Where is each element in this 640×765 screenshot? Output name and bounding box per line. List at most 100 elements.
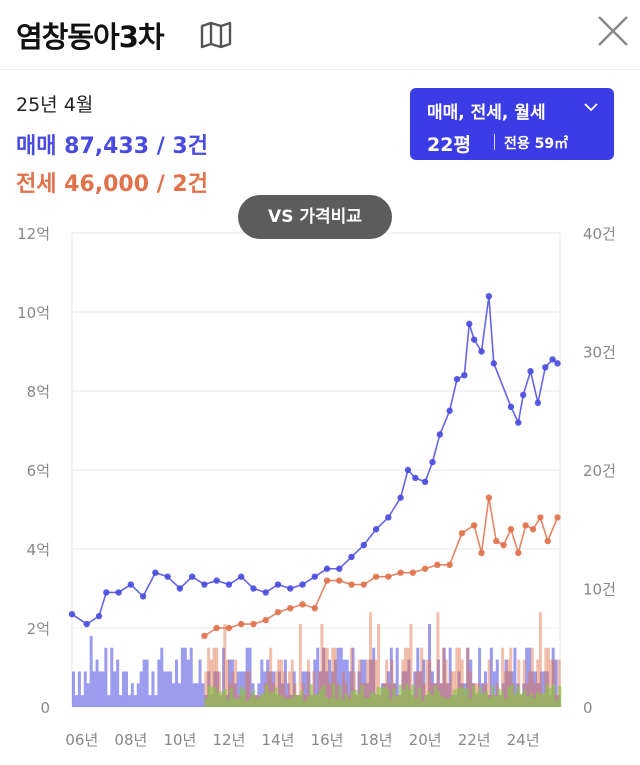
jeonse-volume-bar (552, 659, 556, 707)
jeonse-volume-bar (328, 683, 332, 707)
sale-volume-bar (154, 695, 158, 707)
sale-volume-bar (269, 671, 273, 707)
sale-volume-bar (395, 647, 399, 707)
jeonse-price-point (537, 514, 544, 521)
y-right-tick-label: 30건 (583, 344, 616, 362)
close-button[interactable] (596, 14, 630, 48)
jeonse-price-point (311, 605, 318, 612)
jeonse-volume-bar (374, 659, 378, 707)
rent-volume-bar (293, 694, 297, 707)
rent-volume-bar (328, 698, 332, 707)
sale-volume-bar (436, 659, 440, 707)
jeonse-price-point (500, 541, 507, 549)
rent-volume-bar (488, 697, 492, 707)
sale-volume-bar (236, 671, 240, 707)
map-icon[interactable] (200, 21, 232, 49)
jeonse-price-point (213, 624, 220, 632)
rent-volume-bar (421, 700, 425, 707)
sale-volume-bar (92, 671, 96, 707)
jeonse-volume-bar (441, 647, 445, 707)
x-tick-label: 14년 (262, 731, 295, 749)
sale-volume-bar (483, 671, 487, 707)
rent-volume-bar (465, 688, 469, 707)
sale-volume-bar (201, 683, 205, 707)
jeonse-volume-bar (536, 659, 540, 707)
vs-price-compare-button[interactable]: VS 가격비교 (238, 195, 392, 239)
sale-volume-bar (360, 659, 364, 707)
y-left-tick-label: 6억 (27, 462, 50, 480)
sale-price-point (453, 375, 461, 383)
sale-volume-bar (160, 647, 164, 707)
jeonse-volume-bar (217, 671, 221, 707)
sale-volume-bar (130, 683, 134, 707)
sale-price-point (250, 585, 257, 592)
rent-volume-bar (542, 692, 546, 707)
rent-volume-bar (418, 687, 422, 707)
rent-volume-bar (239, 686, 243, 707)
rent-volume-bar (478, 686, 482, 707)
price-chart[interactable]: 0 2억 4억 6억 8억 10억 12억 0 10건 20건 30건 40건 06년 08년 10년 12년… (0, 215, 640, 765)
jeonse-price-point (478, 549, 485, 557)
rent-volume-bar (296, 696, 300, 707)
sale-volume-bar (230, 659, 234, 707)
rent-volume-bar (236, 698, 240, 707)
jeonse-volume-bar (204, 671, 208, 707)
sale-volume-bar (304, 671, 308, 707)
y-right-tick-label: 0 (583, 699, 593, 717)
sale-price-point (507, 403, 515, 410)
jeonse-volume-bar (425, 659, 429, 707)
jeonse-volume-bar (530, 647, 534, 707)
sale-price-point (274, 581, 282, 588)
rent-volume-bar (507, 687, 511, 707)
sale-volume-bar (263, 671, 267, 707)
jeonse-volume-bar (385, 659, 389, 707)
rent-volume-bar (398, 684, 402, 707)
sale-volume-bar (169, 671, 173, 707)
sale-volume-bar (422, 659, 426, 707)
sale-volume-bar (163, 671, 167, 707)
jeonse-volume-bar (457, 647, 461, 707)
sale-volume-bar (328, 659, 332, 707)
x-tick-label: 08년 (114, 731, 147, 749)
pyeong-size-label: 22평 (427, 134, 471, 156)
rent-volume-bar (252, 690, 256, 707)
rent-volume-bar (249, 697, 253, 707)
rent-volume-bar (491, 686, 495, 707)
sale-volume-bar (413, 671, 417, 707)
rent-volume-bar (271, 691, 275, 707)
jeonse-volume-bar (522, 659, 526, 707)
rent-volume-bar (405, 683, 409, 707)
sale-volume-bar (478, 647, 482, 707)
sale-volume-bar (216, 671, 220, 707)
jeonse-volume-bar (420, 647, 424, 707)
jeonse-volume-bar (212, 647, 216, 707)
sale-volume-bar (307, 671, 311, 707)
rent-volume-bar (255, 698, 259, 707)
rent-volume-bar (555, 700, 559, 707)
sale-price-point (68, 610, 76, 618)
jeonse-volume-bar (547, 647, 551, 707)
rent-volume-bar (411, 684, 415, 707)
y-left-tick-label: 12억 (17, 225, 50, 243)
sale-volume-bar (389, 647, 393, 707)
sale-volume-bar (416, 647, 420, 707)
sale-price-point (554, 360, 561, 367)
sale-volume-bar (448, 647, 452, 707)
sale-price-point (176, 585, 184, 592)
rent-volume-bar (335, 699, 339, 707)
sale-price-point (421, 478, 429, 486)
y-right-tick-label: 20건 (583, 462, 616, 480)
sale-price-point (83, 620, 90, 628)
trade-type-filter-button[interactable]: 매매, 전세, 월세 22평 전용 59㎡ (410, 88, 614, 160)
sale-volume-bar (77, 671, 81, 707)
jeonse-volume-bar (244, 671, 248, 707)
jeonse-volume-bar (538, 612, 542, 707)
rent-volume-bar (516, 686, 520, 707)
x-tick-label: 22년 (458, 731, 491, 749)
jeonse-volume-bar (234, 659, 238, 707)
jeonse-volume-bar (317, 671, 321, 707)
y-left-tick-label: 4억 (27, 541, 50, 559)
sale-price-point (385, 514, 392, 521)
sale-volume-bar (442, 647, 446, 707)
jeonse-volume-bar (352, 671, 356, 707)
